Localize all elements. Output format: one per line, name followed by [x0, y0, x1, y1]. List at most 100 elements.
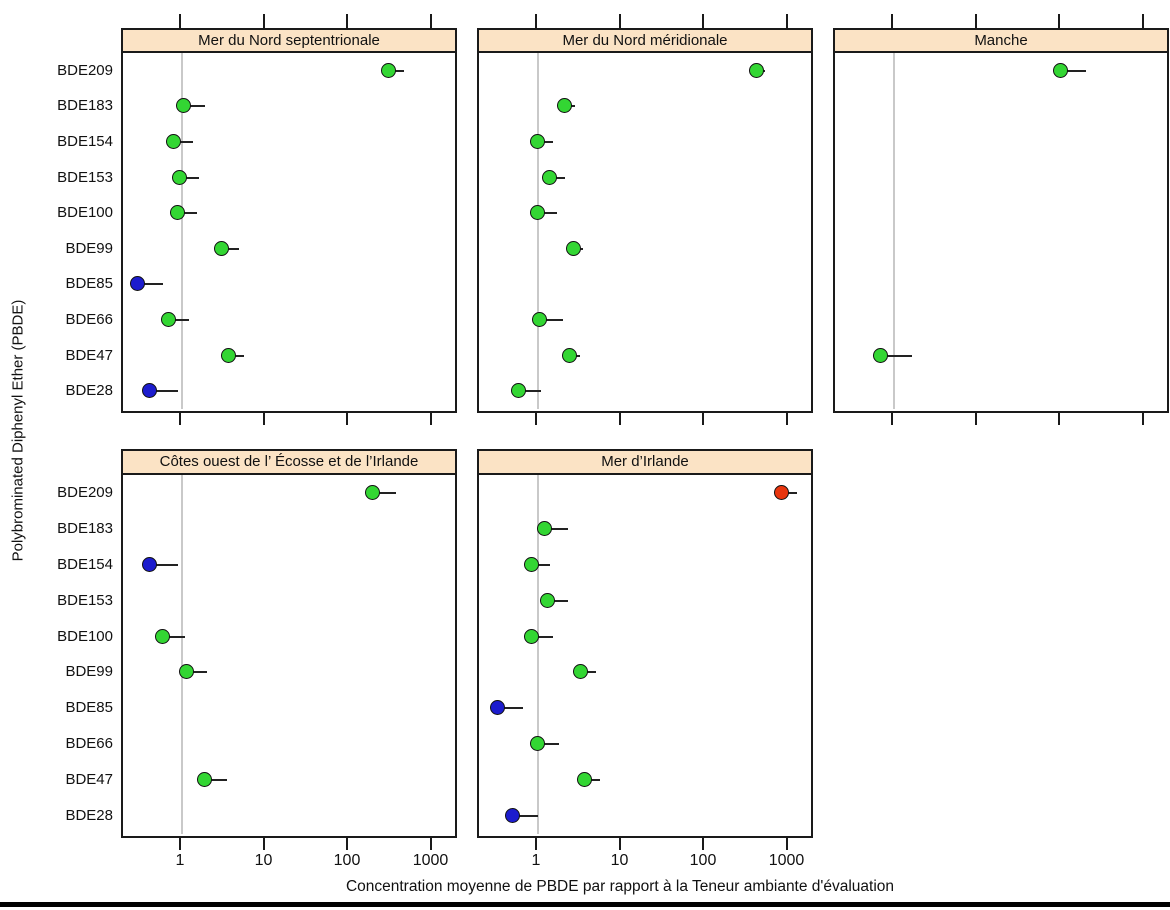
- y-axis-title: Polybrominated Diphenyl Ether (PBDE): [9, 299, 27, 562]
- x-axis-bottom-tick: [618, 413, 621, 425]
- data-point-bde154: [530, 134, 545, 149]
- x-axis-top-tick: [1058, 14, 1060, 28]
- x-axis-tick-label: 1000: [768, 852, 805, 869]
- error-bar: [173, 141, 193, 143]
- y-axis-category-label: BDE209: [57, 61, 113, 79]
- panel-plot-area: [121, 53, 457, 413]
- x-axis-bottom-tick: [262, 413, 265, 425]
- x-axis-tick-label: 100: [689, 852, 717, 869]
- x-axis-bottom-tick: [702, 838, 704, 850]
- panel-plot-area: [477, 53, 813, 413]
- x-axis-top-tick: [262, 14, 265, 28]
- x-axis-bottom-tick: [785, 838, 788, 850]
- data-point-bde100: [170, 205, 186, 221]
- x-axis-top-tick: [618, 14, 621, 28]
- data-point-bde100: [155, 628, 171, 644]
- error-bar: [229, 354, 244, 357]
- y-axis-category-label: BDE28: [65, 807, 113, 825]
- data-point-bde66: [530, 736, 545, 752]
- x-axis-top-tick: [702, 14, 704, 28]
- panel-strip: Manche: [833, 28, 1169, 53]
- error-bar: [531, 635, 553, 638]
- error-bar: [538, 141, 553, 143]
- data-point-bde47: [197, 772, 213, 788]
- data-point-bde47: [577, 772, 593, 788]
- error-bar: [512, 815, 538, 818]
- data-point-bde209: [1053, 62, 1068, 78]
- x-axis-tick-label: 10: [610, 852, 629, 869]
- error-bar: [163, 635, 186, 638]
- error-bar: [388, 69, 405, 72]
- x-axis-tick-label: 1: [531, 852, 541, 869]
- x-axis-tick-label: 10: [254, 852, 273, 869]
- data-point-bde47: [561, 347, 577, 363]
- y-axis-category-label: BDE153: [57, 168, 113, 186]
- data-point-bde99: [566, 240, 582, 256]
- error-bar: [149, 563, 179, 566]
- x-axis-top-tick: [1141, 14, 1144, 28]
- x-axis-tick-label: 1: [175, 852, 185, 869]
- y-axis-category-label: BDE47: [65, 346, 113, 364]
- x-axis-top-tick: [974, 14, 977, 28]
- data-point-bde47: [873, 347, 889, 363]
- x-axis-bottom-tick: [429, 413, 432, 425]
- error-bar: [781, 491, 798, 494]
- error-bar: [538, 743, 560, 746]
- error-bar: [1061, 69, 1087, 72]
- y-axis-category-label: BDE85: [65, 275, 113, 293]
- data-point-bde154: [523, 556, 539, 572]
- x-axis-bottom-tick: [618, 838, 621, 850]
- y-axis-category-label: BDE99: [65, 239, 113, 257]
- x-axis-title: Concentration moyenne de PBDE par rappor…: [345, 878, 895, 895]
- data-point-bde183: [536, 520, 552, 536]
- x-axis-bottom-tick: [702, 413, 704, 425]
- data-point-bde28: [141, 383, 157, 399]
- data-point-bde100: [523, 628, 539, 644]
- y-axis-category-label: BDE153: [57, 591, 113, 609]
- error-bar: [544, 527, 569, 530]
- data-point-bde99: [573, 664, 589, 680]
- x-axis-top-tick: [535, 14, 537, 28]
- bottom-divider-bar: [0, 902, 1170, 907]
- data-point-bde154: [141, 556, 157, 572]
- data-point-bde85: [130, 276, 146, 292]
- data-point-bde209: [749, 62, 765, 78]
- x-axis-bottom-tick: [891, 413, 893, 425]
- y-axis-category-label: BDE66: [65, 311, 113, 328]
- data-point-bde99: [213, 240, 229, 256]
- data-point-bde28: [511, 383, 527, 399]
- data-point-bde66: [161, 312, 177, 327]
- error-bar: [519, 390, 542, 393]
- panel-title: Mer du Nord septentrionale: [198, 32, 380, 49]
- error-bar: [547, 599, 569, 602]
- x-axis-bottom-tick: [1058, 413, 1060, 425]
- x-axis-tick-label: 100: [333, 852, 361, 869]
- error-bar: [550, 176, 565, 179]
- reference-line: [893, 53, 895, 409]
- panel-plot-area: [477, 475, 813, 838]
- y-axis-category-label: BDE154: [57, 133, 113, 150]
- data-point-bde100: [530, 205, 545, 221]
- panel-title: Manche: [974, 32, 1028, 49]
- data-point-bde85: [489, 700, 505, 716]
- x-axis-bottom-tick: [179, 838, 181, 850]
- x-axis-top-tick: [785, 14, 788, 28]
- error-bar: [585, 779, 600, 782]
- data-point-bde183: [175, 98, 191, 114]
- data-point-bde153: [172, 169, 188, 185]
- panel-manche: Manche: [833, 14, 1169, 459]
- y-axis-category-label: BDE99: [65, 663, 113, 681]
- error-bar: [221, 247, 239, 250]
- data-point-bde47: [221, 347, 237, 363]
- data-point-bde28: [504, 808, 520, 824]
- x-axis-bottom-tick: [429, 838, 432, 850]
- data-point-bde153: [542, 169, 558, 185]
- data-point-bde99: [179, 664, 195, 680]
- y-axis-category-label: BDE47: [65, 771, 113, 789]
- x-axis-bottom-tick: [535, 838, 537, 850]
- error-bar: [178, 212, 197, 215]
- x-axis-top-tick: [179, 14, 181, 28]
- y-axis-category-label: BDE209: [57, 483, 113, 501]
- y-axis-category-label: BDE154: [57, 555, 113, 573]
